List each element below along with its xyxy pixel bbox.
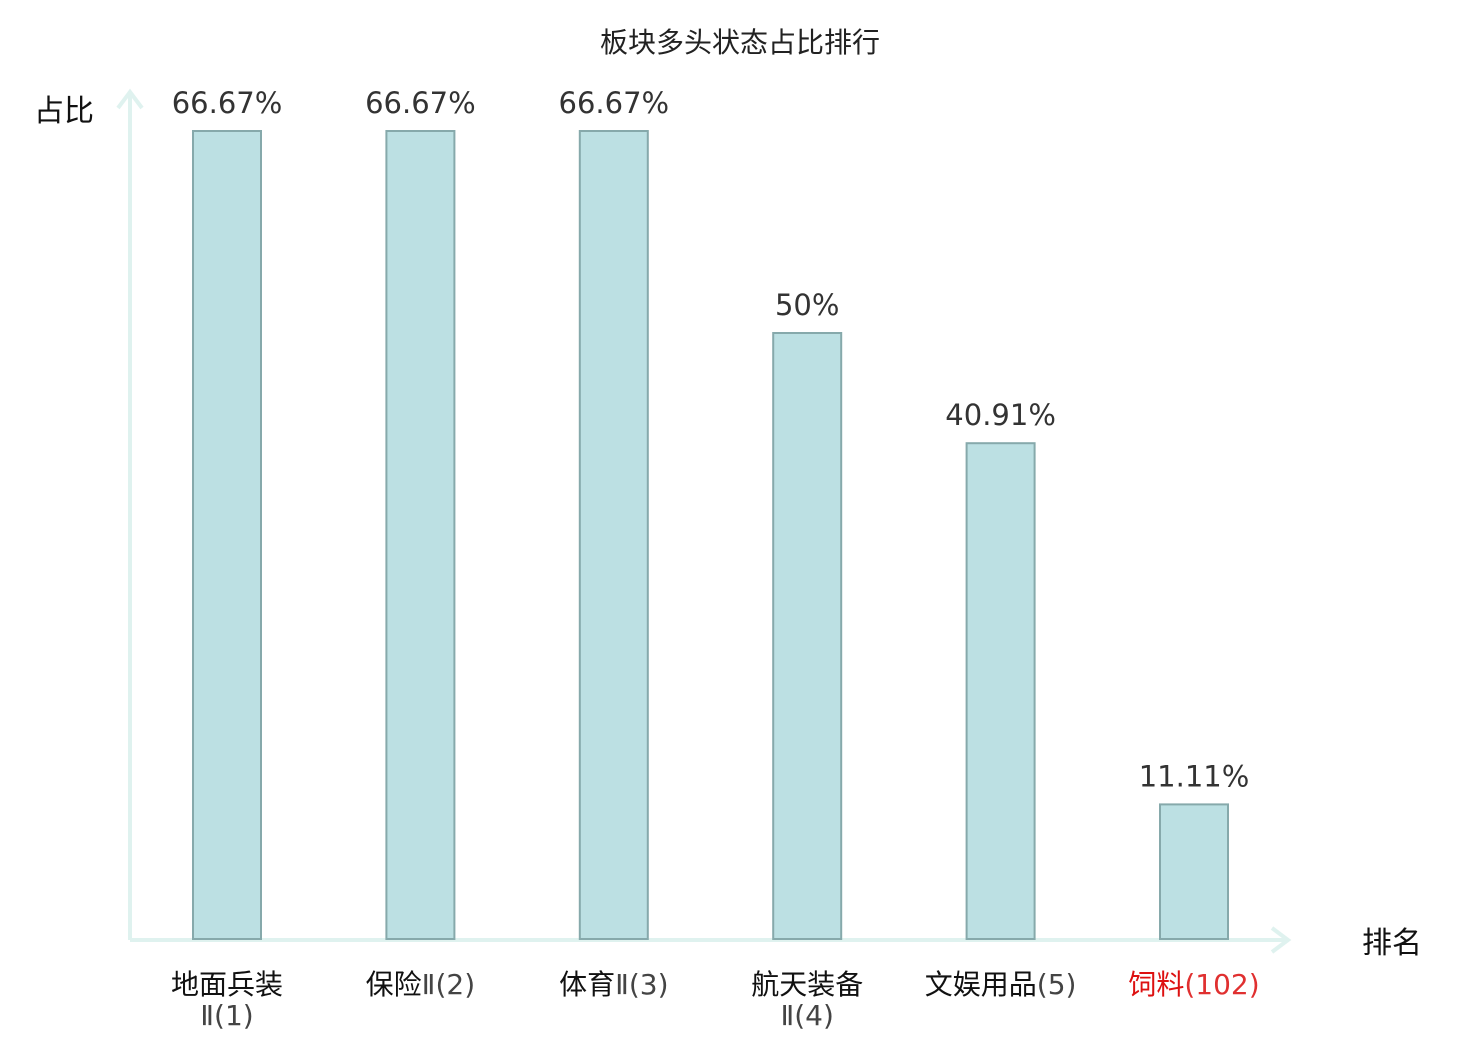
category-rank: (102): [1184, 968, 1259, 1001]
y-axis-label: 占比: [34, 94, 94, 129]
category-name: 航天装备: [751, 968, 863, 1001]
x-axis-label: 排名: [1362, 926, 1422, 961]
category-suffix: Ⅱ: [422, 968, 436, 1001]
category-suffix: Ⅱ: [780, 999, 794, 1032]
category-rank: (2): [435, 968, 475, 1001]
bar-value-label: 66.67%: [559, 86, 670, 120]
bar: [192, 130, 262, 940]
bar: [578, 130, 649, 940]
chart-title: 板块多头状态占比排行: [600, 26, 880, 59]
x-tick-label: 地面兵装 Ⅱ(1): [171, 968, 283, 1032]
category-rank: (4): [794, 999, 834, 1032]
bar-value-label: 50%: [775, 288, 839, 322]
category-suffix: Ⅱ: [200, 999, 214, 1032]
bar: [385, 130, 456, 940]
category-name: 保险: [366, 968, 422, 1001]
bar-series: [192, 130, 1229, 941]
category-name: 文娱用品: [925, 968, 1037, 1001]
x-tick-label: 航天装备 Ⅱ(4): [751, 968, 863, 1032]
category-rank: (5): [1037, 968, 1077, 1001]
value-labels: 66.67% 66.67% 66.67% 50% 40.91% 11.11%: [172, 86, 1250, 793]
bar-value-label: 66.67%: [365, 86, 476, 120]
category-rank: (1): [214, 999, 254, 1032]
x-tick-label: 饲料(102): [1128, 968, 1259, 1001]
category-name: 体育: [559, 968, 615, 1001]
x-tick-label: 体育Ⅱ(3): [559, 968, 668, 1001]
category-suffix: Ⅱ: [615, 968, 629, 1001]
bar: [965, 442, 1036, 940]
bar-value-label: 11.11%: [1139, 759, 1250, 793]
bar-value-label: 40.91%: [945, 398, 1056, 432]
x-axis-arrow-icon: [1270, 926, 1292, 954]
x-tick-label: 保险Ⅱ(2): [366, 968, 475, 1001]
category-rank: (3): [629, 968, 669, 1001]
x-tick-label: 文娱用品(5): [925, 968, 1077, 1001]
category-name: 饲料: [1128, 968, 1184, 1001]
bar: [772, 332, 843, 940]
bar: [1159, 803, 1229, 941]
category-labels: 地面兵装 Ⅱ(1)保险Ⅱ(2) 体育Ⅱ(3) 航天装备 Ⅱ(4)文娱用品(5) 饲料(10…: [171, 968, 1260, 1032]
bar-value-label: 66.67%: [172, 86, 283, 120]
y-axis-arrow-icon: [116, 88, 144, 110]
category-name: 地面兵装: [171, 968, 283, 1001]
